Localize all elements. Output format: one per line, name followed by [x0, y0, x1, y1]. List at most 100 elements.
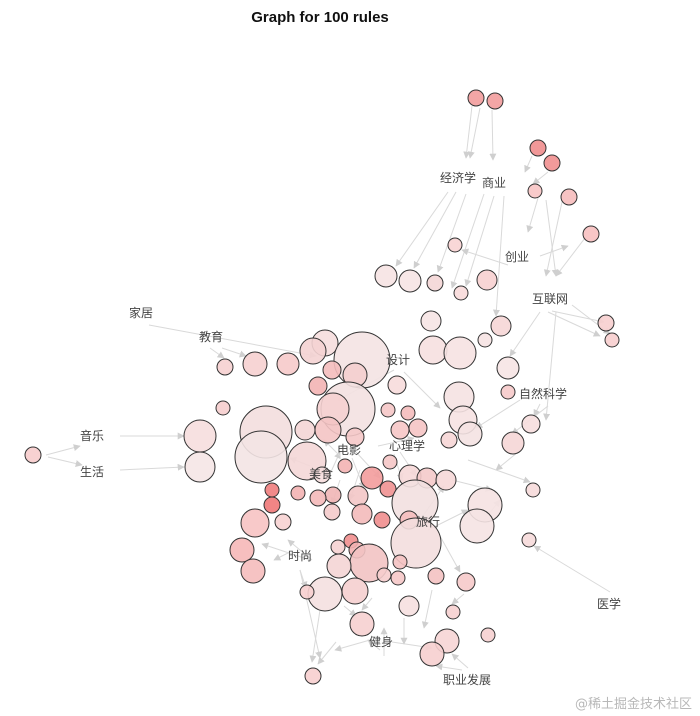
item-label: 医学: [597, 596, 621, 611]
rule-node: [445, 604, 461, 620]
rule-edge: [329, 451, 341, 475]
rule-edge: [467, 107, 481, 159]
rule-node: [376, 567, 392, 583]
rule-node: [529, 139, 547, 157]
rule-edge: [551, 310, 605, 325]
rule-edge: [273, 551, 291, 561]
item-label: 生活: [80, 465, 104, 479]
rule-node: [351, 503, 373, 525]
rule-node: [322, 360, 342, 380]
item-label: 教育: [199, 329, 223, 344]
rule-node: [408, 418, 428, 438]
rule-node: [380, 402, 396, 418]
item-label: 经济学: [440, 170, 476, 185]
rule-node: [521, 532, 537, 548]
rule-edge: [317, 641, 337, 665]
rule-edge: [533, 403, 541, 417]
rule-node: [390, 420, 410, 440]
rule-node: [374, 264, 398, 288]
rule-node: [456, 572, 476, 592]
rule-edge: [463, 105, 473, 159]
rule-node: [543, 154, 561, 172]
rule-edge: [343, 605, 357, 617]
rule-edge: [377, 435, 415, 447]
rule-node: [604, 332, 620, 348]
rule-node: [392, 554, 408, 570]
rule-node: [314, 416, 342, 444]
rule-node: [183, 419, 217, 453]
rule-edge: [309, 609, 321, 663]
rule-node: [521, 414, 541, 434]
rule-node: [447, 237, 463, 253]
rule-node: [427, 567, 445, 585]
item-label: 创业: [505, 250, 529, 264]
rule-edge: [539, 244, 569, 257]
rule-node: [360, 466, 384, 490]
rule-edge: [45, 444, 81, 456]
rule-node: [459, 508, 495, 544]
rule-node: [313, 466, 331, 484]
item-label: 健身: [369, 634, 393, 649]
item-label: 商业: [482, 175, 506, 190]
rule-node: [184, 451, 216, 483]
rule-edge: [451, 593, 465, 605]
rule-edge: [492, 195, 505, 317]
rule-edge: [526, 197, 539, 233]
rule-node: [560, 188, 578, 206]
rule-edge: [467, 459, 531, 484]
rule-node: [440, 431, 458, 449]
item-label: 自然科学: [519, 386, 567, 401]
rule-node: [486, 92, 504, 110]
rule-edge: [148, 324, 317, 359]
rule-node: [309, 489, 327, 507]
rule-node: [500, 384, 516, 400]
rule-edge: [439, 535, 461, 573]
rule-node: [345, 427, 365, 447]
rule-edge: [413, 191, 457, 269]
rule-node: [382, 454, 398, 470]
rule-node: [240, 508, 270, 538]
rule-edge: [532, 171, 549, 185]
rule-node: [326, 553, 352, 579]
rule-edge: [489, 109, 497, 161]
rule-edge: [395, 191, 449, 267]
rule-node: [398, 269, 422, 293]
rule-node: [299, 337, 327, 365]
rule-node: [467, 89, 485, 107]
watermark: @稀土掘金技术社区: [575, 696, 692, 712]
rule-node: [304, 667, 322, 685]
edge-layer: [45, 105, 611, 671]
rule-node: [379, 480, 397, 498]
rule-node-layer: [24, 89, 620, 685]
rule-node: [496, 356, 520, 380]
rule-node: [229, 537, 255, 563]
rule-edge: [403, 371, 441, 409]
item-label: 家居: [129, 305, 153, 320]
rule-edge: [464, 195, 495, 287]
item-label: 心理学: [389, 438, 425, 453]
rule-node: [347, 485, 369, 507]
rule-node: [426, 274, 444, 292]
rule-node: [264, 482, 280, 498]
rule-edge: [524, 155, 533, 173]
rule-node: [341, 577, 369, 605]
rule-node: [476, 269, 498, 291]
chart-title: Graph for 100 rules: [251, 9, 389, 26]
rule-node: [276, 352, 300, 376]
rule-node: [453, 285, 469, 301]
rule-node: [418, 335, 448, 365]
rule-edge: [299, 569, 323, 659]
rule-node: [525, 482, 541, 498]
rule-node: [373, 511, 391, 529]
rule-edge: [451, 653, 469, 669]
item-label: 设计: [386, 353, 410, 367]
rule-edge: [495, 451, 519, 471]
rule-node: [234, 430, 288, 484]
rule-node: [216, 358, 234, 376]
rule-edge: [221, 347, 247, 358]
rule-node: [330, 539, 346, 555]
rule-node: [324, 486, 342, 504]
rule-node: [299, 584, 315, 600]
rule-node: [290, 485, 306, 501]
